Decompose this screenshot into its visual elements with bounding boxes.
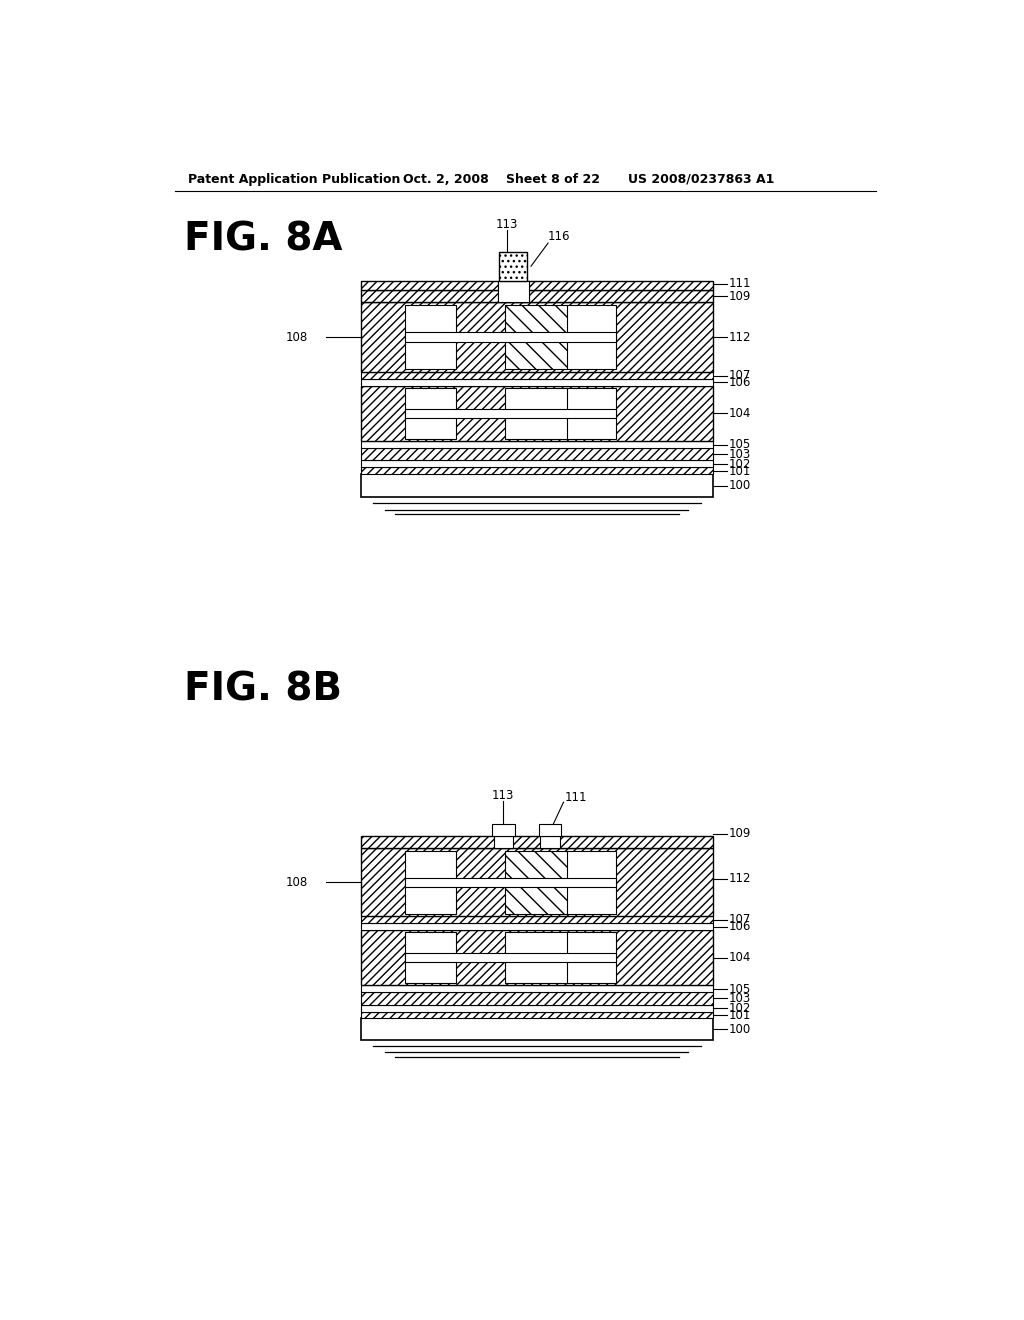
Bar [360,441,713,447]
Bar [360,290,713,302]
Bar [406,932,456,983]
Text: 105: 105 [729,438,751,451]
Text: Sheet 8 of 22: Sheet 8 of 22 [506,173,600,186]
Text: 116: 116 [548,231,570,243]
Text: 105: 105 [729,982,751,995]
Bar [360,849,713,916]
Bar [360,1011,713,1019]
Text: 101: 101 [729,465,751,478]
Bar [360,474,713,498]
Bar [360,923,713,929]
Bar [406,305,456,370]
Bar [498,281,528,302]
Text: 111: 111 [729,277,752,290]
Bar [406,953,616,962]
Text: 107: 107 [729,913,751,927]
Bar [539,824,561,836]
Bar [360,372,713,379]
Bar [360,1019,713,1040]
Bar [406,850,456,913]
Text: 100: 100 [729,1023,751,1036]
Text: FIG. 8B: FIG. 8B [183,671,342,709]
Text: 108: 108 [286,330,308,343]
Text: 112: 112 [729,873,752,886]
Bar [506,388,567,438]
Bar [566,850,616,913]
Bar [360,302,713,372]
Bar [360,281,713,290]
Bar [493,824,515,836]
Bar [360,447,713,461]
Text: 109: 109 [729,828,751,841]
Bar [360,461,713,467]
Bar [498,281,528,290]
Text: 107: 107 [729,370,751,381]
Bar [360,379,713,385]
Text: 113: 113 [496,218,518,231]
Bar [500,252,527,281]
Text: 102: 102 [729,458,751,471]
Text: Oct. 2, 2008: Oct. 2, 2008 [403,173,488,186]
Bar [406,388,456,438]
Bar [406,878,616,887]
Bar [360,993,713,1005]
Text: 112: 112 [729,330,752,343]
Text: FIG. 8A: FIG. 8A [183,220,342,259]
Bar [360,1005,713,1011]
Text: Patent Application Publication: Patent Application Publication [188,173,400,186]
Bar [406,333,616,342]
Text: 111: 111 [565,791,588,804]
Text: 103: 103 [729,447,751,461]
Bar [566,388,616,438]
Text: US 2008/0237863 A1: US 2008/0237863 A1 [628,173,774,186]
Text: 103: 103 [729,991,751,1005]
Bar [360,985,713,993]
Text: 108: 108 [286,875,308,888]
Text: 101: 101 [729,1008,751,1022]
Bar [360,929,713,985]
Text: 104: 104 [729,952,751,964]
Bar [566,932,616,983]
Bar [566,305,616,370]
Text: 104: 104 [729,407,751,420]
Bar [406,409,616,418]
Text: 106: 106 [729,376,751,389]
Bar [506,932,567,983]
Bar [360,467,713,474]
Bar [498,290,528,302]
Bar [541,836,560,849]
Bar [360,836,713,849]
Text: 102: 102 [729,1002,751,1015]
Bar [494,836,513,849]
Bar [506,850,567,913]
Bar [360,916,713,923]
Text: 113: 113 [492,789,514,803]
Text: 106: 106 [729,920,751,933]
Bar [360,385,713,441]
Bar [506,305,567,370]
Text: 100: 100 [729,479,751,492]
Text: 109: 109 [729,289,751,302]
